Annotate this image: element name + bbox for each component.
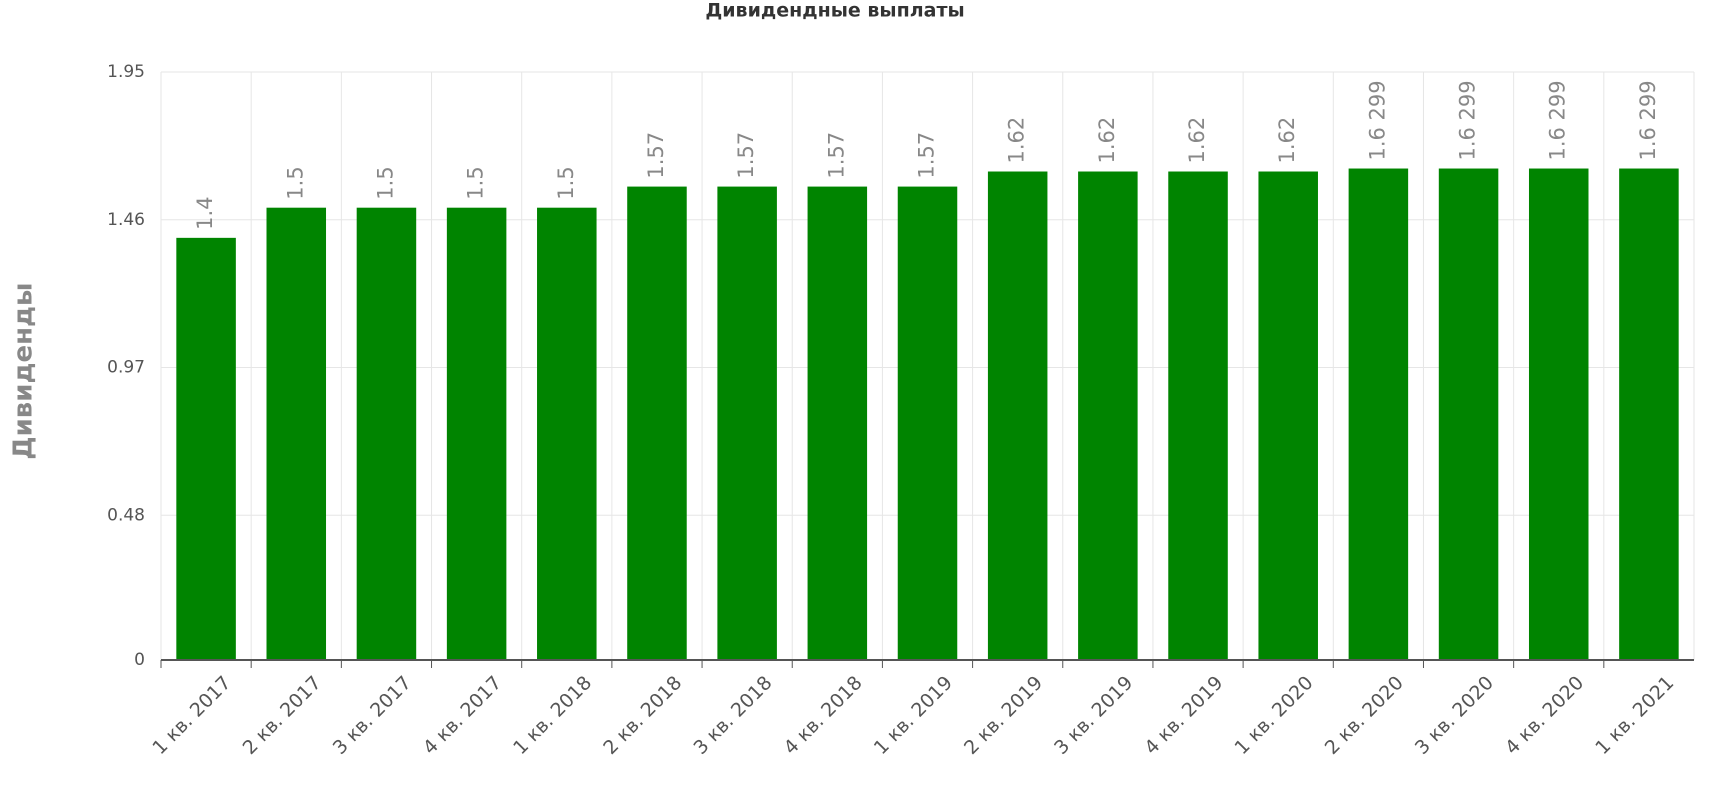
x-tick-label: 4 кв. 2018: [780, 672, 867, 759]
data-label: 1.6 299: [1365, 80, 1389, 160]
x-tick-label: 1 кв. 2020: [1230, 672, 1317, 759]
x-tick-label: 1 кв. 2021: [1591, 672, 1678, 759]
data-label: 1.5: [554, 166, 578, 199]
x-tick-label: 2 кв. 2020: [1321, 672, 1408, 759]
data-label: 1.57: [915, 132, 939, 179]
y-tick-label: 0.48: [107, 505, 145, 525]
bar: [1348, 168, 1409, 660]
bar: [1528, 168, 1589, 660]
data-label: 1.5: [464, 166, 488, 199]
x-tick-label: 4 кв. 2019: [1140, 672, 1227, 759]
bar: [537, 207, 597, 660]
data-label: 1.57: [734, 132, 758, 179]
data-label: 1.62: [1095, 117, 1119, 164]
bar: [1619, 168, 1679, 660]
bar: [807, 186, 868, 661]
x-tick-label: 3 кв. 2019: [1050, 672, 1137, 759]
x-tick-label: 2 кв. 2017: [239, 672, 326, 759]
x-tick-label: 3 кв. 2017: [329, 672, 416, 759]
x-tick-label: 4 кв. 2017: [419, 672, 506, 759]
x-tick-label: 1 кв. 2017: [148, 672, 235, 759]
y-axis-label: Дивиденды: [9, 282, 39, 459]
bar: [446, 207, 507, 660]
data-label: 1.57: [644, 132, 668, 179]
data-label: 1.5: [373, 166, 397, 199]
x-tick-label: 1 кв. 2018: [509, 672, 596, 759]
bar: [1438, 168, 1499, 660]
y-tick-label: 0.97: [107, 358, 145, 378]
x-tick-label: 2 кв. 2019: [960, 672, 1047, 759]
bar: [1168, 171, 1228, 660]
x-tick-label: 1 кв. 2019: [870, 672, 957, 759]
y-tick-label: 1.95: [107, 62, 145, 82]
bar: [266, 207, 327, 660]
data-label: 1.62: [1005, 117, 1029, 164]
chart-title: Дивидендные выплаты: [705, 0, 964, 22]
bar: [1078, 171, 1138, 660]
data-label: 1.6 299: [1456, 80, 1480, 160]
bar: [176, 237, 236, 660]
data-label: 1.6 299: [1546, 80, 1570, 160]
bar: [627, 186, 687, 661]
y-tick-label: 1.46: [107, 210, 145, 230]
data-label: 1.62: [1185, 117, 1209, 164]
x-tick-label: 4 кв. 2020: [1501, 672, 1588, 759]
x-tick-label: 3 кв. 2018: [689, 672, 776, 759]
x-tick-label: 2 кв. 2018: [599, 672, 686, 759]
y-tick-label: 0: [134, 650, 145, 670]
data-label: 1.6 299: [1636, 80, 1660, 160]
bar: [356, 207, 417, 660]
data-label: 1.62: [1275, 117, 1299, 164]
x-tick-label: 3 кв. 2020: [1411, 672, 1498, 759]
bar: [897, 186, 958, 661]
data-label: 1.4: [193, 196, 217, 229]
bar: [717, 186, 777, 661]
bar: [987, 171, 1048, 660]
data-label: 1.57: [824, 132, 848, 179]
data-label: 1.5: [283, 166, 307, 199]
bar: [1258, 171, 1318, 660]
